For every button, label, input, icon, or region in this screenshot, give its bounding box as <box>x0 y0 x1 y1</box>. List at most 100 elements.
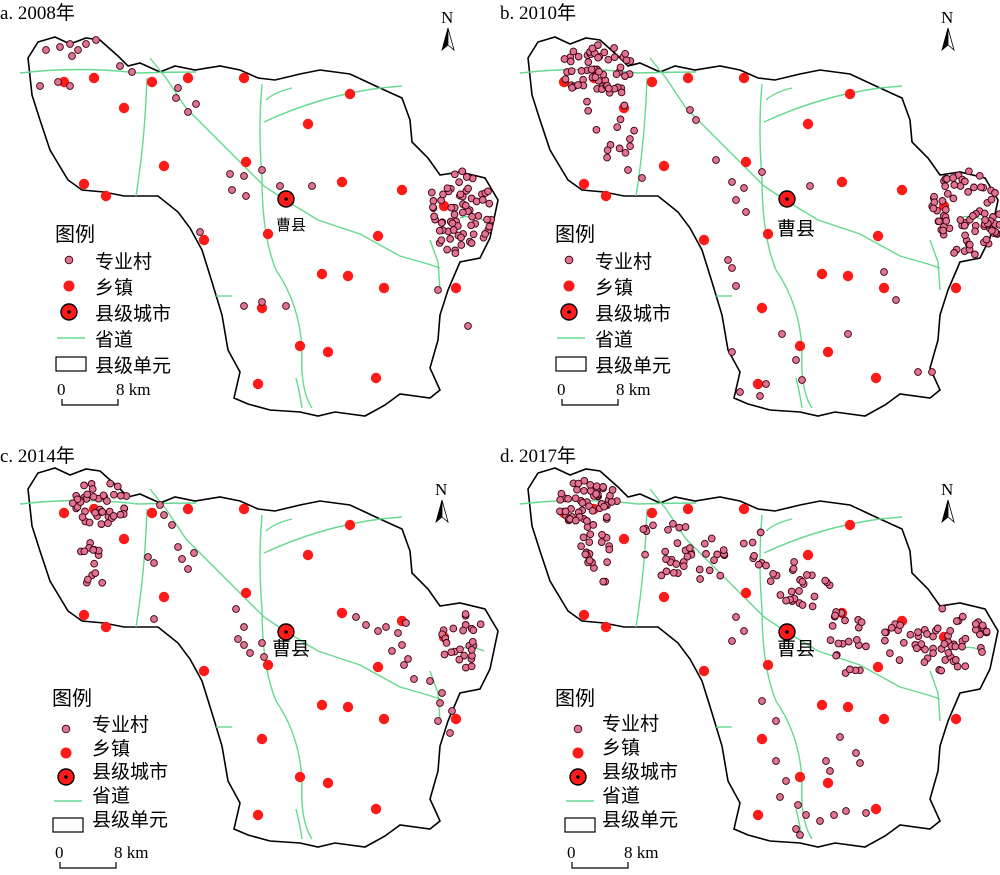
village-marker <box>561 75 570 83</box>
village-marker <box>485 199 494 208</box>
village-marker <box>427 188 436 197</box>
village-marker <box>844 330 852 338</box>
village-marker <box>792 356 800 364</box>
village-marker <box>410 675 418 683</box>
county-city-center <box>284 630 288 634</box>
village-marker <box>258 298 266 306</box>
provincial-road <box>765 87 793 101</box>
town-marker <box>344 519 356 531</box>
legend-boundary-symbol <box>52 817 84 833</box>
town-marker <box>146 507 158 519</box>
town-marker <box>238 503 250 515</box>
village-marker <box>234 635 242 643</box>
town-marker <box>78 178 90 190</box>
town-marker <box>872 661 884 673</box>
village-marker <box>150 559 158 567</box>
village-marker <box>457 233 465 242</box>
village-marker <box>756 528 765 537</box>
town-marker <box>822 346 834 358</box>
village-marker <box>604 55 613 64</box>
village-marker <box>184 108 192 116</box>
village-marker <box>232 605 240 613</box>
village-marker <box>938 197 947 205</box>
village-marker <box>662 555 670 563</box>
village-marker <box>930 198 939 207</box>
village-marker <box>592 490 600 498</box>
village-marker <box>607 498 616 506</box>
town-marker <box>844 88 856 100</box>
village-marker <box>842 807 850 815</box>
village-marker <box>679 562 688 571</box>
village-marker <box>54 78 62 86</box>
village-marker <box>830 811 838 819</box>
town-marker <box>756 733 768 745</box>
town-marker <box>878 713 890 725</box>
town-marker <box>238 72 250 84</box>
village-marker <box>80 547 89 556</box>
village-marker <box>942 217 951 225</box>
village-marker <box>228 186 236 194</box>
village-marker <box>605 545 614 554</box>
provincial-road <box>759 514 813 840</box>
village-marker <box>728 637 736 645</box>
village-marker <box>610 53 619 62</box>
village-marker <box>472 197 481 206</box>
village-marker <box>447 203 456 212</box>
legend-label-village: 专业村 <box>602 713 660 735</box>
village-marker <box>740 184 748 192</box>
village-marker <box>798 376 806 384</box>
village-marker <box>782 777 790 785</box>
village-marker <box>953 662 962 671</box>
village-marker <box>649 521 657 530</box>
village-marker <box>260 653 268 661</box>
scale-end: 8 km <box>616 380 651 399</box>
village-marker <box>982 627 991 636</box>
village-marker <box>168 521 176 529</box>
town-marker <box>158 591 170 603</box>
legend-label-town: 乡镇 <box>95 277 134 299</box>
village-marker <box>960 221 969 230</box>
village-marker <box>144 553 152 561</box>
village-marker <box>592 125 601 134</box>
village-marker <box>437 219 446 227</box>
town-marker <box>870 803 882 815</box>
village-marker <box>400 661 408 669</box>
village-marker <box>113 482 122 491</box>
town-marker <box>378 282 390 294</box>
legend-label-boundary: 县级单元 <box>95 355 172 377</box>
map-svg <box>519 467 999 869</box>
village-marker <box>589 521 598 529</box>
village-marker <box>481 230 489 238</box>
village-marker <box>938 604 947 613</box>
legend-label-road: 省道 <box>595 329 634 351</box>
village-marker <box>798 577 807 586</box>
village-marker <box>616 115 625 124</box>
village-marker <box>91 569 100 577</box>
village-marker <box>970 183 978 192</box>
village-marker <box>776 793 784 801</box>
north-arrow-right-half <box>947 27 955 52</box>
town-marker <box>146 76 158 88</box>
town-marker <box>198 234 210 246</box>
town-marker <box>658 160 670 172</box>
legend-town-symbol <box>63 280 75 292</box>
village-marker <box>728 264 736 272</box>
village-marker <box>961 634 970 643</box>
village-marker <box>258 639 266 647</box>
village-marker <box>382 623 390 631</box>
legend-label-boundary: 县级单元 <box>92 809 169 831</box>
town-marker <box>950 282 962 294</box>
village-marker <box>83 490 92 499</box>
village-marker <box>78 513 87 521</box>
village-marker <box>258 166 266 174</box>
village-marker <box>707 534 716 543</box>
village-marker <box>578 498 587 507</box>
legend-county-city-center <box>64 775 68 779</box>
village-marker <box>240 623 248 631</box>
village-marker <box>816 817 824 825</box>
village-marker <box>242 192 250 200</box>
town-marker <box>322 346 334 358</box>
village-marker <box>82 40 90 48</box>
town-marker <box>100 621 112 633</box>
town-marker <box>752 809 764 821</box>
